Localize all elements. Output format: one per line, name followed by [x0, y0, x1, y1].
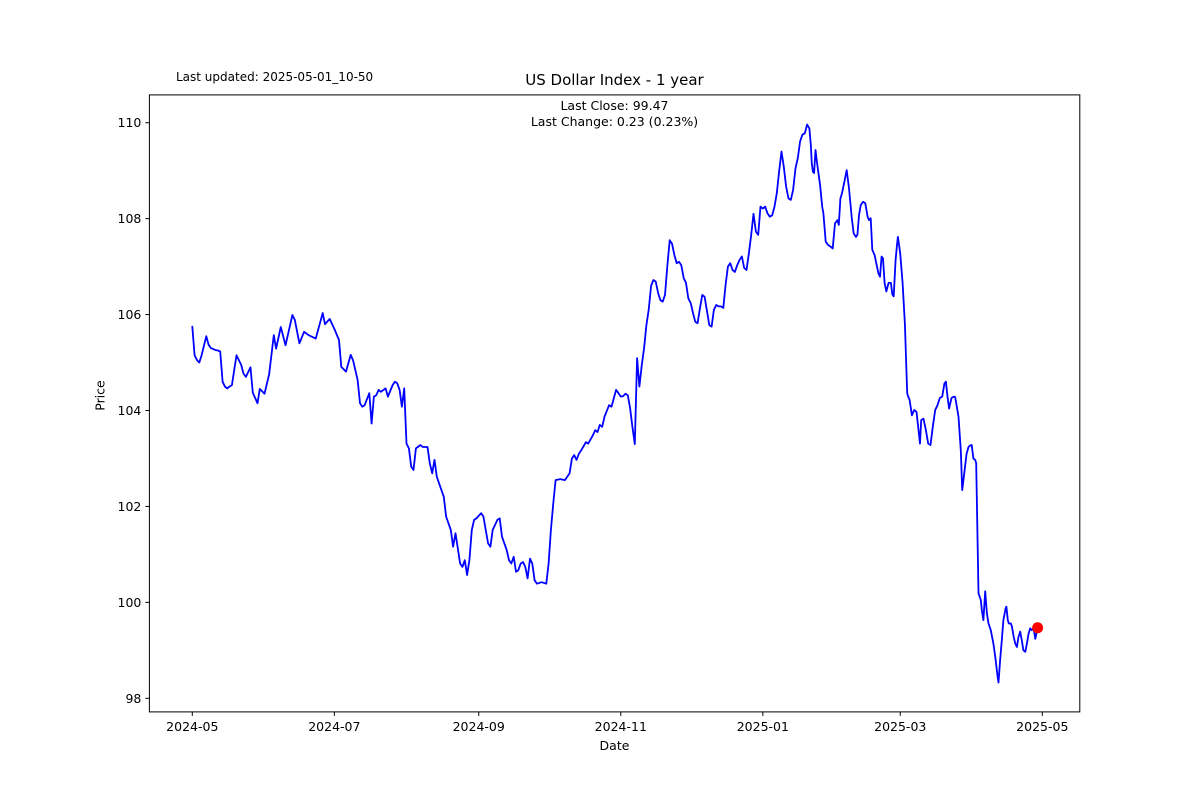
last-change-line: Last Change: 0.23 (0.23%) [530, 114, 699, 129]
x-tick-label: 2024-11 [595, 719, 647, 734]
x-tick-label: 2025-03 [874, 719, 926, 734]
axes-frame [148, 94, 1081, 713]
y-tick-label: 110 [118, 115, 142, 130]
chart-title: US Dollar Index - 1 year [525, 71, 704, 89]
x-tick-label: 2024-09 [453, 719, 505, 734]
y-tick-label: 106 [118, 307, 142, 322]
last-close-annotation: Last Close: 99.47 Last Change: 0.23 (0.2… [149, 98, 1080, 130]
x-axis-label: Date [599, 738, 630, 753]
y-axis-label: Price [92, 380, 108, 411]
y-tick-label: 100 [118, 595, 142, 610]
x-tick-label: 2024-05 [166, 719, 218, 734]
y-tick-label: 102 [118, 499, 142, 514]
y-tick-label: 104 [118, 403, 142, 418]
y-tick-label: 108 [118, 211, 142, 226]
last-close-marker [1032, 622, 1044, 634]
x-tick-label: 2025-05 [1016, 719, 1068, 734]
x-tick-label: 2025-01 [737, 719, 789, 734]
last-updated-text: Last updated: 2025-05-01_10-50 [176, 70, 374, 84]
last-close-line: Last Close: 99.47 [560, 98, 669, 113]
x-tick-label: 2024-07 [308, 719, 360, 734]
y-tick-label: 98 [125, 691, 141, 706]
price-line [191, 123, 1039, 684]
